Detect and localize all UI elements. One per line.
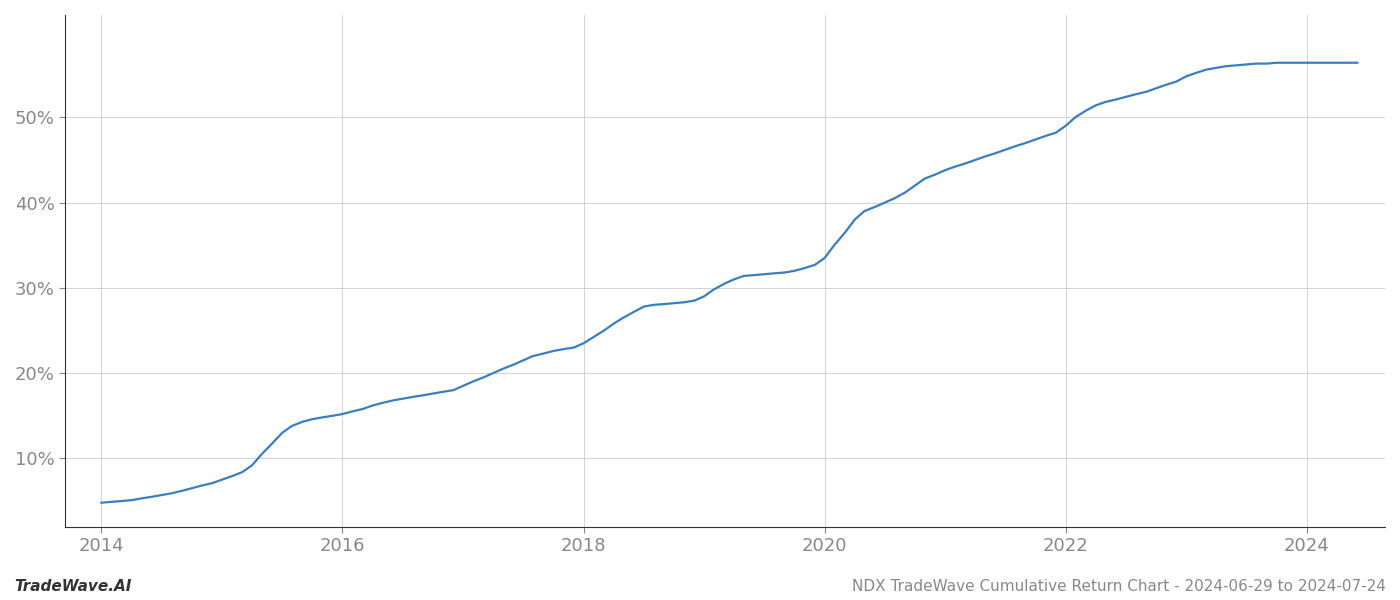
Text: NDX TradeWave Cumulative Return Chart - 2024-06-29 to 2024-07-24: NDX TradeWave Cumulative Return Chart - …	[853, 579, 1386, 594]
Text: TradeWave.AI: TradeWave.AI	[14, 579, 132, 594]
